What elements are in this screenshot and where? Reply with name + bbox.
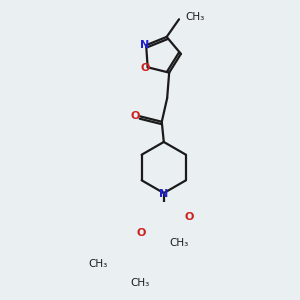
Text: CH₃: CH₃ (169, 238, 188, 248)
Text: O: O (131, 111, 140, 121)
Text: O: O (140, 63, 150, 73)
Text: O: O (136, 228, 146, 238)
Text: N: N (140, 40, 149, 50)
Text: CH₃: CH₃ (130, 278, 149, 288)
Text: CH₃: CH₃ (186, 12, 205, 22)
Text: O: O (185, 212, 194, 222)
Text: CH₃: CH₃ (89, 259, 108, 269)
Text: N: N (159, 189, 168, 200)
